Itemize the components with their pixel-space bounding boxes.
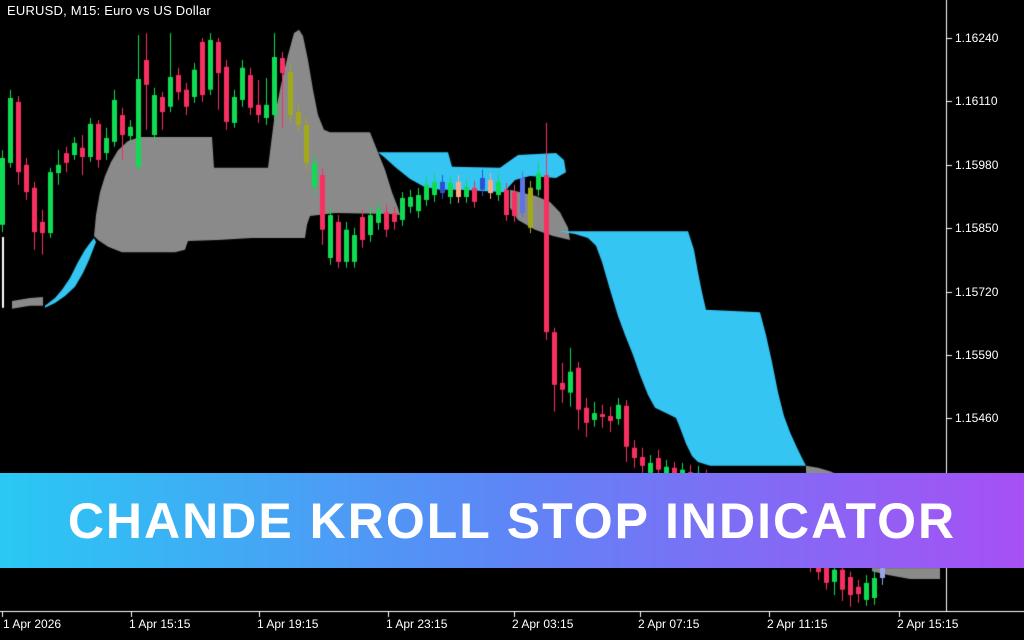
- price-axis-label: 1.15850: [955, 221, 999, 235]
- time-axis-label: 1 Apr 19:15: [257, 617, 319, 631]
- indicator-banner-title: CHANDE KROLL STOP INDICATOR: [67, 492, 957, 549]
- time-axis-label: 2 Apr 11:15: [767, 617, 828, 631]
- time-axis-label: 2 Apr 15:15: [897, 617, 959, 631]
- time-axis-label: 1 Apr 2026: [3, 617, 62, 631]
- price-axis-label: 1.15460: [955, 411, 999, 425]
- price-axis-label: 1.15980: [955, 158, 999, 172]
- chart-symbol-title: EURUSD, M15: Euro vs US Dollar: [7, 3, 211, 18]
- time-axis-label: 2 Apr 03:15: [512, 617, 574, 631]
- time-axis-label: 2 Apr 07:15: [638, 617, 700, 631]
- time-axis-label: 1 Apr 15:15: [129, 617, 191, 631]
- time-axis-label: 1 Apr 23:15: [386, 617, 448, 631]
- price-axis-label: 1.15720: [955, 285, 999, 299]
- price-axis-label: 1.16240: [955, 31, 999, 45]
- price-axis-label: 1.15590: [955, 348, 999, 362]
- price-axis-label: 1.16110: [955, 94, 998, 108]
- indicator-banner: CHANDE KROLL STOP INDICATOR: [0, 473, 1024, 568]
